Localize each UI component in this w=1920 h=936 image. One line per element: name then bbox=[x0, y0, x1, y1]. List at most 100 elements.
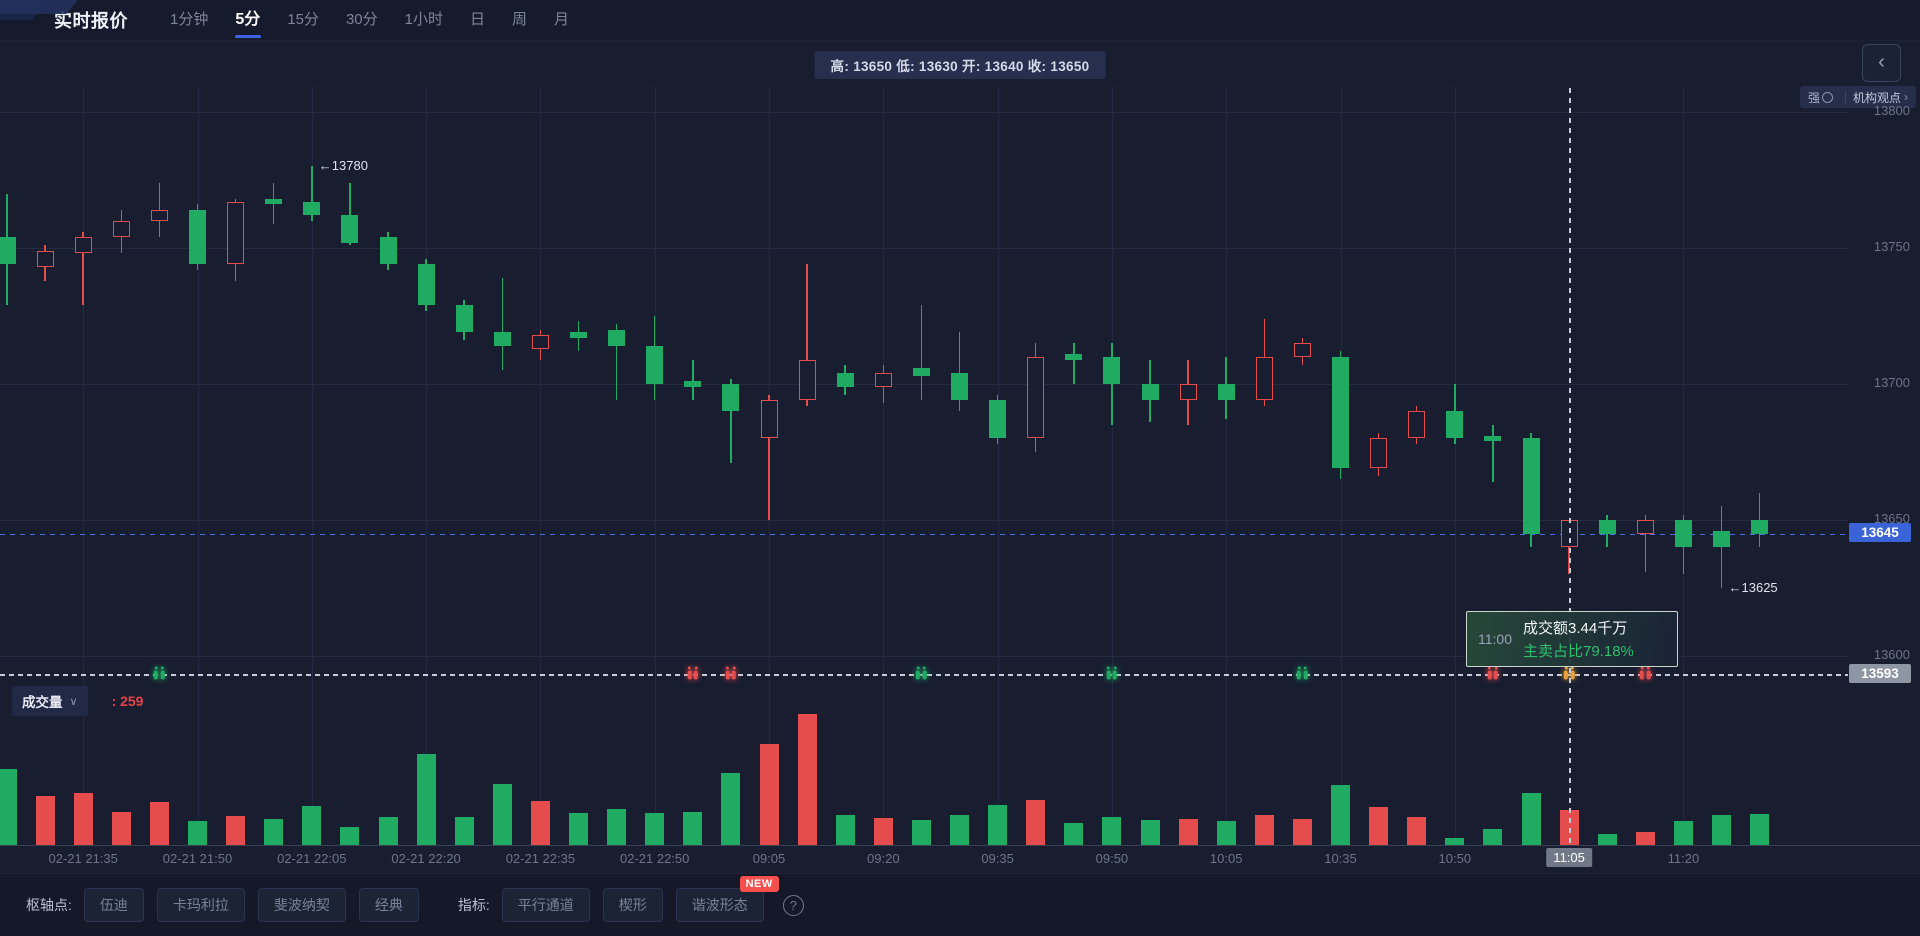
price-gridline bbox=[0, 248, 1848, 249]
price-tick-label: 13700 bbox=[1873, 375, 1910, 390]
tab-1分钟[interactable]: 1分钟 bbox=[170, 11, 209, 28]
ohlc-quote-bar: 高: 13650 低: 13630 开: 13640 收: 13650 bbox=[814, 51, 1106, 79]
candle-body bbox=[608, 329, 626, 346]
candle-body bbox=[1484, 435, 1502, 442]
volume-bar bbox=[797, 713, 817, 845]
last-price-tag: 13645 bbox=[1849, 522, 1911, 542]
candle-body bbox=[227, 201, 245, 265]
candle-body bbox=[1674, 520, 1692, 548]
time-label: 02-21 22:05 bbox=[277, 851, 347, 866]
volume-bar bbox=[988, 804, 1008, 845]
institution-view-button[interactable]: 强 机构观点 › bbox=[1799, 86, 1916, 108]
candle-body bbox=[722, 384, 740, 412]
volume-bar bbox=[35, 795, 55, 845]
volume-bar bbox=[1178, 819, 1198, 845]
time-gridline bbox=[1454, 86, 1456, 845]
tab-周[interactable]: 周 bbox=[511, 11, 527, 28]
price-gridline bbox=[0, 656, 1848, 657]
tool-button-楔形[interactable]: 楔形 bbox=[602, 888, 663, 922]
collapse-panel-button[interactable]: ‹ bbox=[1862, 44, 1901, 82]
time-gridline bbox=[311, 86, 313, 845]
candle-body bbox=[265, 199, 283, 205]
volume-bar bbox=[302, 805, 322, 845]
tab-月[interactable]: 月 bbox=[554, 11, 570, 28]
pivot-buttons: 伍迪 卡玛利拉 斐波纳契 经典 bbox=[83, 888, 432, 922]
candle-wick bbox=[1758, 492, 1761, 548]
tool-button-平行通道[interactable]: 平行通道 bbox=[501, 888, 590, 922]
candle-body bbox=[1636, 520, 1654, 534]
time-gridline bbox=[426, 86, 428, 845]
corner-ribbon-icon bbox=[0, 0, 78, 14]
drawing-toolbar: 枢轴点: 伍迪 卡玛利拉 斐波纳契 经典 指标: 平行通道 楔形 谐波形态 NEW ? bbox=[0, 873, 1920, 936]
tab-5分[interactable]: 5分 bbox=[235, 0, 260, 40]
tab-30分[interactable]: 30分 bbox=[345, 11, 378, 28]
volume-bar bbox=[188, 820, 207, 845]
tool-button-卡玛利拉[interactable]: 卡玛利拉 bbox=[156, 888, 245, 922]
tooltip-sell-ratio: 主卖占比79.18% bbox=[1523, 643, 1634, 660]
tool-button-谐波形态[interactable]: 谐波形态 NEW bbox=[675, 876, 779, 922]
candle-body bbox=[798, 359, 816, 401]
volume-bar bbox=[454, 817, 474, 845]
volume-bar bbox=[950, 814, 969, 845]
candle-wick bbox=[768, 394, 770, 520]
volume-bar bbox=[73, 792, 93, 845]
candle-body bbox=[684, 381, 702, 387]
volume-bar bbox=[911, 819, 931, 845]
time-label: 09:05 bbox=[752, 851, 786, 866]
candle-body bbox=[836, 373, 854, 387]
tab-日[interactable]: 日 bbox=[469, 11, 485, 28]
volume-bar bbox=[1712, 814, 1731, 845]
time-label: 10:50 bbox=[1438, 851, 1472, 866]
help-icon[interactable]: ? bbox=[782, 894, 804, 916]
tool-button-斐波纳契[interactable]: 斐波纳契 bbox=[257, 888, 346, 922]
volume-bar bbox=[530, 800, 550, 845]
price-gridline bbox=[0, 520, 1848, 521]
candle-body bbox=[1141, 384, 1159, 401]
volume-bar bbox=[149, 802, 169, 845]
candle-body bbox=[760, 400, 778, 439]
tab-1小时[interactable]: 1小时 bbox=[404, 11, 443, 28]
candle-body bbox=[1522, 438, 1540, 534]
tool-button-经典[interactable]: 经典 bbox=[358, 888, 419, 922]
volume-bar bbox=[340, 827, 360, 845]
tab-15分[interactable]: 15分 bbox=[287, 11, 319, 28]
indicator-buttons: 平行通道 楔形 谐波形态 NEW bbox=[501, 876, 779, 922]
volume-current-value: : 259 bbox=[111, 693, 144, 709]
hover-tooltip: 11:00 成交额3.44千万 主卖占比79.18% bbox=[1466, 611, 1678, 667]
volume-bar bbox=[416, 754, 436, 845]
candle-wick bbox=[1644, 514, 1647, 572]
candle-body bbox=[1408, 411, 1426, 439]
candle-body bbox=[1179, 384, 1197, 401]
last-price-line bbox=[0, 533, 1848, 535]
time-gridline bbox=[1683, 86, 1685, 845]
time-axis-line bbox=[0, 845, 1920, 846]
candle-wick bbox=[349, 182, 351, 246]
candle-wick bbox=[82, 231, 84, 306]
price-annotation: ←13780 bbox=[318, 158, 368, 174]
candle-body bbox=[303, 201, 321, 216]
time-label: 09:20 bbox=[867, 851, 900, 866]
tool-button-伍迪[interactable]: 伍迪 bbox=[83, 888, 144, 922]
volume-bar bbox=[1673, 820, 1693, 845]
candle-body bbox=[1293, 343, 1311, 357]
candle-wick bbox=[615, 324, 618, 401]
price-gridline bbox=[0, 384, 1848, 385]
signal-marker bbox=[1487, 666, 1499, 680]
volume-indicator-dropdown[interactable]: 成交量 ∨ bbox=[12, 686, 88, 716]
candle-body bbox=[570, 332, 587, 338]
new-badge: NEW bbox=[739, 876, 779, 892]
candle-body bbox=[1255, 356, 1273, 401]
candle-wick bbox=[806, 264, 808, 406]
volume-bar bbox=[1369, 807, 1389, 845]
volume-bar bbox=[1750, 814, 1770, 845]
volume-bar bbox=[1483, 829, 1503, 845]
candle-body bbox=[1713, 530, 1730, 548]
candle-body bbox=[1598, 520, 1616, 534]
volume-bar bbox=[1102, 817, 1122, 845]
volume-bar bbox=[759, 744, 779, 845]
candle-body bbox=[455, 305, 473, 333]
time-label: 02-21 22:35 bbox=[505, 851, 576, 866]
chevron-right-icon: › bbox=[1904, 90, 1908, 104]
tooltip-time: 11:00 bbox=[1478, 631, 1512, 647]
volume-bar bbox=[378, 817, 398, 845]
